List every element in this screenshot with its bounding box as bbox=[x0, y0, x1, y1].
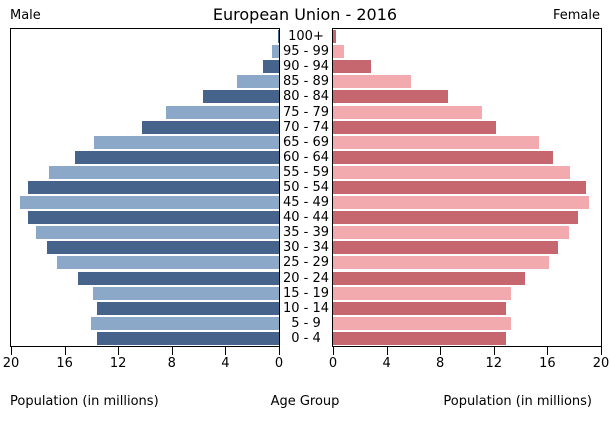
age-label-75-79: 75 - 79 bbox=[282, 104, 330, 120]
age-label-10-14: 10 - 14 bbox=[282, 300, 330, 316]
female-plot-area bbox=[332, 28, 602, 347]
male-bar-35-39 bbox=[36, 226, 279, 240]
age-label-20-24: 20 - 24 bbox=[282, 270, 330, 286]
age-label-55-59: 55 - 59 bbox=[282, 164, 330, 180]
age-label-30-34: 30 - 34 bbox=[282, 240, 330, 256]
male-header-label: Male bbox=[10, 8, 41, 23]
male-bar-70-74 bbox=[142, 120, 279, 134]
male-bar-0-4 bbox=[96, 331, 279, 345]
male-bar-95-99 bbox=[272, 45, 279, 59]
male-bar-10-14 bbox=[96, 301, 279, 315]
female-axis-tick-0 bbox=[333, 347, 334, 355]
female-bar-100+ bbox=[333, 30, 336, 44]
male-axis-tick-label-4: 4 bbox=[221, 356, 230, 371]
male-plot-area bbox=[10, 28, 280, 347]
female-axis-tick-label-4: 4 bbox=[382, 356, 391, 371]
male-bar-5-9 bbox=[91, 316, 279, 330]
male-bar-30-34 bbox=[47, 241, 279, 255]
age-label-90-94: 90 - 94 bbox=[282, 59, 330, 75]
chart-title: European Union - 2016 bbox=[212, 5, 398, 24]
age-label-5-9: 5 - 9 bbox=[291, 315, 321, 331]
male-axis-tick-label-8: 8 bbox=[167, 356, 176, 371]
female-bar-50-54 bbox=[333, 181, 587, 194]
female-bar-35-39 bbox=[333, 226, 569, 240]
female-axis-tick-label-12: 12 bbox=[485, 356, 503, 371]
age-label-15-19: 15 - 19 bbox=[282, 285, 330, 301]
male-axis-tick-label-12: 12 bbox=[109, 356, 127, 371]
male-bar-20-24 bbox=[78, 271, 279, 285]
male-bar-90-94 bbox=[262, 60, 279, 74]
male-axis-tick-label-20: 20 bbox=[2, 356, 20, 371]
female-bar-65-69 bbox=[333, 135, 540, 149]
age-label-45-49: 45 - 49 bbox=[282, 195, 330, 211]
male-axis-tick-4 bbox=[225, 347, 226, 355]
female-axis-tick-8 bbox=[440, 347, 441, 355]
male-axis-tick-16 bbox=[65, 347, 66, 355]
female-bar-85-89 bbox=[333, 75, 411, 89]
female-bar-10-14 bbox=[333, 301, 506, 315]
female-axis-tick-label-20: 20 bbox=[592, 356, 610, 371]
age-label-95-99: 95 - 99 bbox=[282, 44, 330, 60]
age-label-60-64: 60 - 64 bbox=[282, 149, 330, 165]
female-bar-80-84 bbox=[333, 90, 449, 104]
age-label-70-74: 70 - 74 bbox=[282, 119, 330, 135]
female-axis-tick-16 bbox=[547, 347, 548, 355]
female-bar-40-44 bbox=[333, 211, 579, 225]
male-axis-tick-label-16: 16 bbox=[56, 356, 73, 371]
female-bar-0-4 bbox=[333, 331, 506, 345]
female-axis-tick-4 bbox=[387, 347, 388, 355]
male-axis-tick-20 bbox=[11, 347, 12, 355]
male-bar-65-69 bbox=[94, 135, 279, 149]
male-axis-title: Population (in millions) bbox=[10, 394, 159, 409]
female-bar-45-49 bbox=[333, 196, 589, 210]
male-bar-25-29 bbox=[56, 256, 279, 270]
female-bar-55-59 bbox=[333, 165, 571, 179]
female-bar-15-19 bbox=[333, 286, 512, 300]
female-bar-5-9 bbox=[333, 316, 512, 330]
age-label-85-89: 85 - 89 bbox=[282, 74, 330, 90]
age-label-65-69: 65 - 69 bbox=[282, 134, 330, 150]
female-bar-90-94 bbox=[333, 60, 371, 74]
male-axis-tick-label-0: 0 bbox=[274, 356, 284, 371]
male-axis-tick-12 bbox=[118, 347, 119, 355]
female-axis-title: Population (in millions) bbox=[443, 394, 592, 409]
male-bar-45-49 bbox=[20, 196, 279, 210]
female-bar-60-64 bbox=[333, 150, 553, 164]
female-axis-tick-20 bbox=[601, 347, 602, 355]
female-axis-tick-label-0: 0 bbox=[328, 356, 338, 371]
male-bar-85-89 bbox=[237, 75, 279, 89]
age-label-35-39: 35 - 39 bbox=[282, 225, 330, 241]
female-axis-tick-label-8: 8 bbox=[436, 356, 445, 371]
female-bar-75-79 bbox=[333, 105, 482, 119]
male-bar-40-44 bbox=[28, 211, 279, 225]
female-axis-tick-12 bbox=[494, 347, 495, 355]
age-group-axis-title: Age Group bbox=[270, 394, 340, 409]
age-label-100+: 100+ bbox=[288, 29, 324, 45]
male-bar-75-79 bbox=[166, 105, 279, 119]
age-label-40-44: 40 - 44 bbox=[282, 210, 330, 226]
female-axis-tick-label-16: 16 bbox=[539, 356, 556, 371]
female-bar-20-24 bbox=[333, 271, 525, 285]
male-bar-80-84 bbox=[202, 90, 279, 104]
female-bar-95-99 bbox=[333, 45, 344, 59]
male-bar-60-64 bbox=[75, 150, 279, 164]
age-label-0-4: 0 - 4 bbox=[291, 330, 321, 346]
male-bar-15-19 bbox=[92, 286, 279, 300]
male-bar-100+ bbox=[277, 30, 279, 44]
female-bar-70-74 bbox=[333, 120, 497, 134]
age-label-50-54: 50 - 54 bbox=[282, 179, 330, 195]
male-bar-55-59 bbox=[48, 165, 279, 179]
male-bar-50-54 bbox=[28, 181, 279, 194]
female-header-label: Female bbox=[552, 8, 600, 23]
male-axis-tick-8 bbox=[172, 347, 173, 355]
female-bar-25-29 bbox=[333, 256, 549, 270]
age-label-25-29: 25 - 29 bbox=[282, 255, 330, 271]
age-label-80-84: 80 - 84 bbox=[282, 89, 330, 105]
female-bar-30-34 bbox=[333, 241, 559, 255]
male-axis-tick-0 bbox=[279, 347, 280, 355]
